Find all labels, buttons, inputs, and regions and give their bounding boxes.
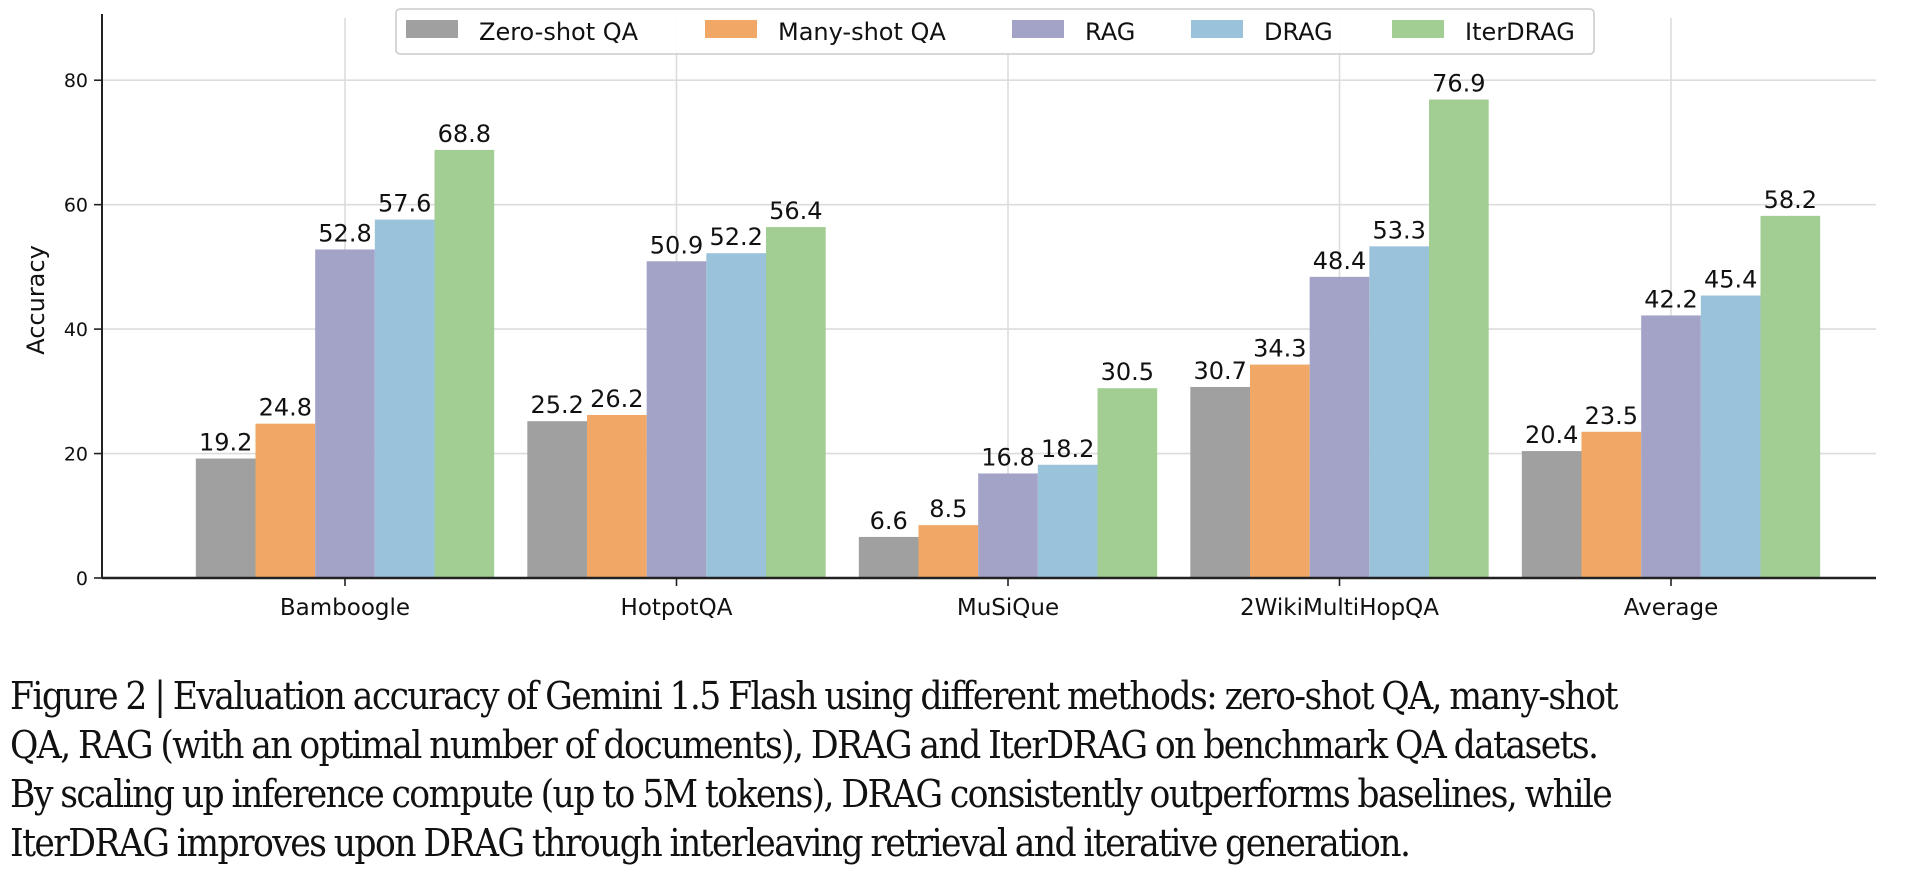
legend-label: IterDRAG — [1465, 18, 1575, 46]
caption-line: IterDRAG improves upon DRAG through inte… — [10, 821, 1411, 866]
legend: Zero-shot QA Many-shot QA RAG DRAG IterDRAG — [395, 8, 1595, 55]
bar-value-label: 58.2 — [1764, 186, 1817, 214]
bar-value-label: 8.5 — [929, 495, 967, 523]
y-tick-label: 20 — [64, 444, 88, 466]
bar — [255, 423, 316, 578]
bar — [315, 249, 375, 578]
bar-value-label: 45.4 — [1704, 266, 1757, 294]
bar — [527, 421, 587, 578]
bar — [195, 458, 256, 578]
data-labels: 19.2 25.2 6.6 30.7 20.4 24.8 26.2 8.5 34.3 23.5 52… — [199, 70, 1817, 535]
x-tick-label: 2WikiMultiHopQA — [1240, 595, 1439, 621]
y-tick-label: 0 — [76, 568, 88, 590]
bar-value-label: 19.2 — [199, 429, 252, 457]
bar-chart: 19.2 25.2 6.6 30.7 20.4 24.8 26.2 8.5 34.3 23.5 52… — [22, 8, 1876, 621]
legend-box — [395, 8, 1595, 55]
bar — [1037, 464, 1098, 578]
legend-swatch — [705, 20, 757, 38]
legend-swatch — [1392, 20, 1444, 38]
bar-value-label: 52.8 — [318, 219, 371, 247]
legend-entry: RAG — [1012, 18, 1135, 46]
bar — [1097, 388, 1158, 578]
x-tick-label: MuSiQue — [957, 595, 1059, 621]
legend-label: DRAG — [1264, 18, 1333, 46]
legend-swatch — [1012, 20, 1064, 38]
legend-label: Zero-shot QA — [479, 18, 639, 46]
legend-swatch — [406, 20, 458, 38]
bar-value-label: 30.7 — [1193, 357, 1246, 385]
bar — [1641, 315, 1701, 578]
bar — [1190, 386, 1250, 578]
bar-value-label: 25.2 — [530, 391, 583, 419]
legend-label: Many-shot QA — [778, 18, 946, 46]
legend-entry: DRAG — [1191, 18, 1333, 46]
bar — [766, 227, 826, 579]
bar-value-label: 6.6 — [870, 507, 908, 535]
bar-value-label: 57.6 — [378, 190, 431, 218]
bar — [1521, 451, 1582, 578]
bar-value-label: 52.2 — [709, 223, 762, 251]
legend-entry: IterDRAG — [1392, 18, 1575, 46]
bar-value-label: 68.8 — [438, 120, 491, 148]
bar-value-label: 53.3 — [1372, 216, 1425, 244]
caption-line: QA, RAG (with an optimal number of docum… — [10, 723, 1599, 768]
bar-value-label: 23.5 — [1585, 402, 1638, 430]
bar — [1581, 431, 1642, 578]
y-tick-label: 80 — [64, 70, 88, 92]
bar — [978, 473, 1038, 578]
bar-value-label: 76.9 — [1432, 70, 1485, 98]
caption-line: By scaling up inference compute (up to 5… — [10, 772, 1613, 817]
bar — [374, 219, 435, 578]
bar-value-label: 16.8 — [981, 443, 1034, 471]
legend-swatch — [1191, 20, 1243, 38]
bar-value-label: 34.3 — [1253, 335, 1306, 363]
x-tick-label: HotpotQA — [621, 595, 733, 621]
bar — [1309, 276, 1370, 578]
legend-entry: Zero-shot QA — [406, 18, 639, 46]
bar-value-label: 20.4 — [1525, 421, 1578, 449]
bar-value-label: 26.2 — [590, 385, 643, 413]
bar-value-label: 42.2 — [1644, 285, 1697, 313]
bars — [195, 99, 1821, 579]
bar-value-label: 50.9 — [650, 231, 703, 259]
bar — [1760, 215, 1821, 578]
legend-label: RAG — [1085, 18, 1135, 46]
y-tick-label: 60 — [64, 195, 88, 217]
caption-line: Figure 2 | Evaluation accuracy of Gemini… — [10, 674, 1618, 719]
bar — [1369, 246, 1430, 578]
y-axis-label: Accuracy — [22, 245, 50, 355]
bar — [858, 536, 919, 578]
bar — [586, 414, 647, 578]
bar-value-label: 30.5 — [1101, 358, 1154, 386]
bar — [918, 525, 979, 578]
bar-value-label: 18.2 — [1041, 435, 1094, 463]
bar — [434, 149, 495, 578]
bar — [706, 253, 767, 578]
x-tick-label: Average — [1624, 595, 1718, 621]
bar-value-label: 48.4 — [1313, 247, 1366, 275]
x-tick-label: Bamboogle — [280, 595, 410, 621]
bar — [1700, 295, 1761, 578]
figure-caption: Figure 2 | Evaluation accuracy of Gemini… — [10, 672, 1910, 868]
bar-value-label: 56.4 — [769, 197, 822, 225]
bar-value-label: 24.8 — [259, 394, 312, 422]
axes: 0 20 40 60 80 Bamboogle HotpotQA MuSiQue 2WikiMu… — [64, 14, 1876, 621]
legend-entry: Many-shot QA — [705, 18, 946, 46]
bar — [646, 261, 707, 578]
bar — [1429, 99, 1489, 578]
bar — [1249, 364, 1310, 578]
y-tick-label: 40 — [64, 319, 88, 341]
